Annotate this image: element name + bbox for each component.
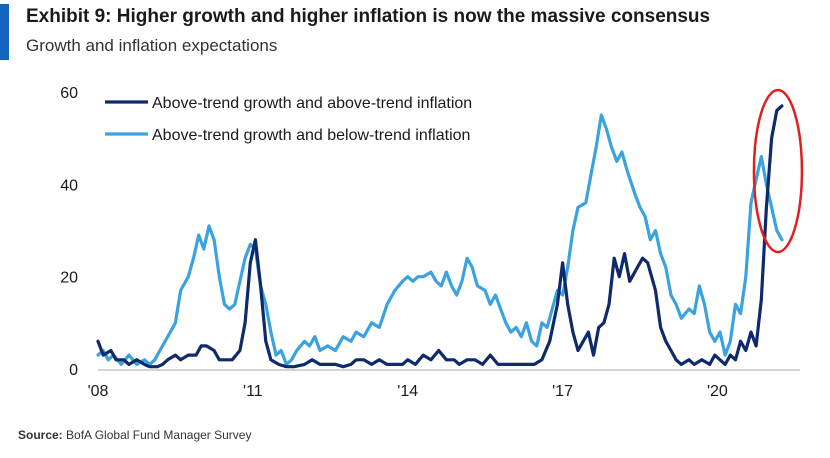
highlight-ellipse: [752, 88, 804, 254]
x-tick-label: '17: [552, 383, 573, 400]
series-line-above-trend-inflation: [96, 104, 784, 369]
y-axis: 0 20 40 60: [60, 85, 78, 379]
x-axis: '08 '11 '14 '17 '20: [88, 383, 728, 400]
legend-label: Above-trend growth and above-trend infla…: [152, 95, 472, 112]
series-layer: [96, 104, 784, 369]
y-tick-label: 40: [60, 177, 78, 194]
series-line-below-trend-inflation: [96, 113, 784, 366]
x-tick-label: '11: [243, 383, 263, 400]
chart-title: Exhibit 9: Higher growth and higher infl…: [26, 6, 711, 27]
source-note: Source: BofA Global Fund Manager Survey: [18, 428, 251, 442]
line-chart: 0 20 40 60 '08 '11 '14 '17 '20 Above-trend grow…: [60, 85, 804, 400]
y-tick-label: 0: [69, 362, 78, 379]
x-tick-label: '08: [88, 383, 109, 400]
source-label: Source:: [18, 428, 63, 442]
x-tick-label: '20: [707, 383, 728, 400]
y-tick-label: 60: [60, 85, 78, 102]
chart-subtitle: Growth and inflation expectations: [26, 36, 278, 55]
source-text: BofA Global Fund Manager Survey: [66, 428, 252, 442]
y-tick-label: 20: [60, 270, 78, 287]
x-tick-label: '14: [397, 383, 418, 400]
legend-label: Above-trend growth and below-trend infla…: [152, 127, 470, 144]
accent-bar: [0, 4, 9, 60]
legend: Above-trend growth and above-trend infla…: [105, 95, 472, 144]
